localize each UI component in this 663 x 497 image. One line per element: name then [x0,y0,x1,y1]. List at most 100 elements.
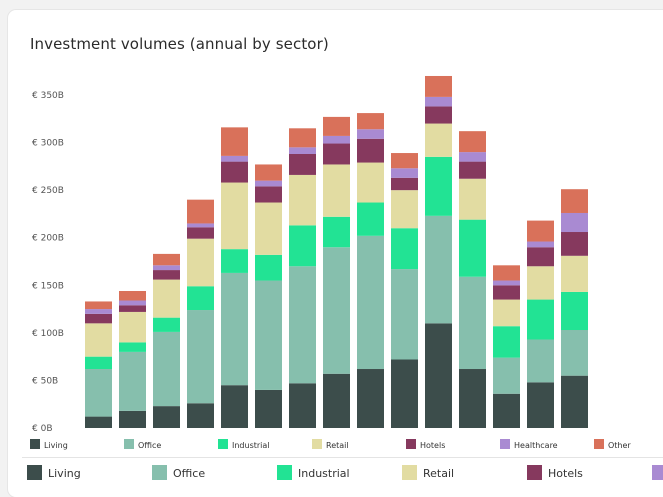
legend-swatch [652,465,663,480]
bar-segment-hotels [221,161,248,183]
bar-segment-retail [493,299,520,327]
bar-segment-retail [85,323,112,357]
bar-segment-living [357,369,384,428]
bar-segment-industrial [187,286,214,311]
bar-segment-retail [357,162,384,203]
legend-label: Living [44,441,68,450]
legend-swatch [152,465,167,480]
bar-segment-living [187,403,214,428]
bar-segment-other [85,301,112,310]
bar-segment-industrial [561,291,588,331]
legend-swatch [402,465,417,480]
bar-segment-other [289,128,316,148]
legend-label: Other [608,441,631,450]
legend-item: Healthcare [500,439,558,450]
bar-segment-other [119,290,146,301]
bar-segment-office [153,331,180,407]
y-tick-label: € 150B [32,281,64,291]
legend-label: Industrial [298,467,350,480]
y-tick-label: € 300B [32,139,64,149]
bar-segment-industrial [459,219,486,277]
legend-item: Industrial [218,439,270,450]
y-tick-label: € 250B [32,186,64,196]
bar-segment-office [561,330,588,376]
bar-segment-office [255,280,282,390]
legend-label: Office [138,441,161,450]
bar-segment-industrial [153,317,180,332]
legend-swatch [124,439,134,449]
legend-swatch [30,439,40,449]
y-axis-ticks: € 0B € 50B € 100B € 150B € 200B € 250B € 300B €… [32,91,64,434]
bar-segment-industrial [85,356,112,370]
bar-segment-office [527,339,554,383]
bar-segment-living [561,375,588,428]
bar-segment-retail [527,266,554,300]
legend-bottom: Living Office Industrial Retail Hotels Health… [27,465,663,480]
legend-item-large: Hotels [527,465,583,480]
legend-swatch [527,465,542,480]
bars [85,75,588,428]
bar-segment-other [425,75,452,97]
legend-label: Hotels [420,441,445,450]
bar-segment-healthcare [357,129,384,139]
bar-segment-other [255,164,282,181]
bar-segment-healthcare [425,96,452,107]
bar-segment-retail [425,123,452,157]
bar-segment-retail [289,174,316,226]
bar-segment-other [221,127,248,156]
bar-segment-healthcare [459,152,486,162]
bar-segment-other [391,153,418,169]
bar-segment-office [119,351,146,411]
bar-stack [425,75,452,428]
bar-segment-living [153,406,180,428]
bar-stack [527,220,554,428]
bar-segment-other [153,253,180,266]
bar-segment-hotels [255,186,282,203]
bar-stack [561,189,588,428]
bar-stack [357,113,384,428]
bar-segment-industrial [391,228,418,270]
bar-segment-living [493,393,520,428]
legend-swatch [312,439,322,449]
legend-swatch [500,439,510,449]
bar-segment-industrial [255,254,282,281]
legend-item-large: Office [152,465,205,480]
chart-title: Investment volumes (annual by sector) [30,35,329,53]
legend-item-large: Industrial [277,465,350,480]
bar-segment-healthcare [255,180,282,187]
legend-item: Living [30,439,68,450]
bar-segment-other [459,131,486,153]
bar-segment-other [527,220,554,242]
bar-segment-office [221,272,248,386]
bar-segment-hotels [391,177,418,191]
legend-label: Hotels [548,467,583,480]
y-tick-label: € 350B [32,91,64,101]
bar-segment-living [459,369,486,428]
bar-stack [119,290,146,428]
bar-segment-industrial [221,249,248,273]
bar-segment-healthcare [391,168,418,178]
bar-segment-other [561,189,588,213]
bar-segment-hotels [561,232,588,256]
bar-segment-hotels [187,227,214,239]
bar-segment-healthcare [289,147,316,154]
bar-segment-living [391,359,418,428]
legend-item-large: Healthcare [652,465,663,480]
bar-segment-living [425,323,452,428]
bar-segment-industrial [289,225,316,267]
bar-segment-living [527,382,554,428]
bar-segment-other [493,265,520,281]
bar-segment-office [289,266,316,384]
bar-segment-retail [153,279,180,318]
bar-stack [493,265,520,428]
bar-segment-healthcare [119,300,146,306]
bar-segment-office [391,269,418,360]
legend-item: Other [594,439,631,450]
bar-segment-healthcare [561,212,588,233]
legend-swatch [594,439,604,449]
bar-stack [255,164,282,428]
bar-segment-hotels [527,247,554,267]
bar-segment-office [187,310,214,404]
bar-segment-retail [221,182,248,250]
bar-segment-hotels [119,305,146,312]
